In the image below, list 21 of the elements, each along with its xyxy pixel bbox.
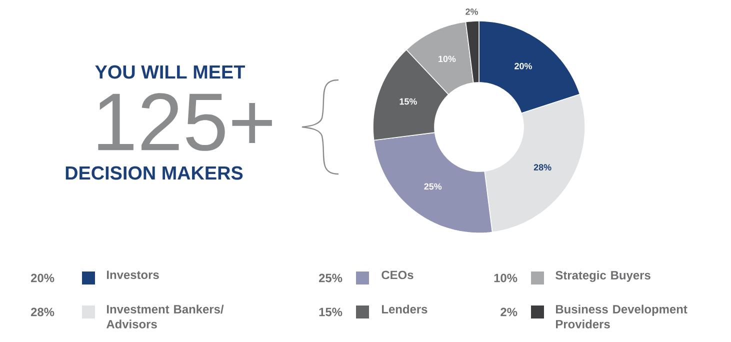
text: 28% [30, 308, 54, 316]
legend-label: Investment Bankers/ Advisors [106, 304, 224, 328]
text: YOU WILL MEET [95, 65, 245, 79]
text: 20% [30, 274, 54, 282]
legend-label: Lenders [382, 304, 428, 314]
data-label: 15% [400, 98, 417, 105]
text: 2% [500, 308, 518, 316]
legend-label: CEOs [382, 270, 414, 280]
text: 125+ [98, 93, 272, 151]
data-label: 28% [534, 164, 552, 170]
text: DECISION MAKERS [66, 166, 243, 180]
legend-label: Investors [107, 270, 159, 280]
data-label: 25% [424, 183, 442, 190]
legend-label: Business Development Providers [556, 304, 688, 328]
data-label: 10% [438, 56, 456, 62]
text: 15% [319, 308, 342, 316]
text: 25% [318, 274, 342, 282]
legend-label: Strategic Buyers [556, 270, 650, 282]
text: 10% [494, 274, 518, 282]
data-label: 20% [514, 62, 532, 70]
data-label: 2% [466, 8, 478, 15]
